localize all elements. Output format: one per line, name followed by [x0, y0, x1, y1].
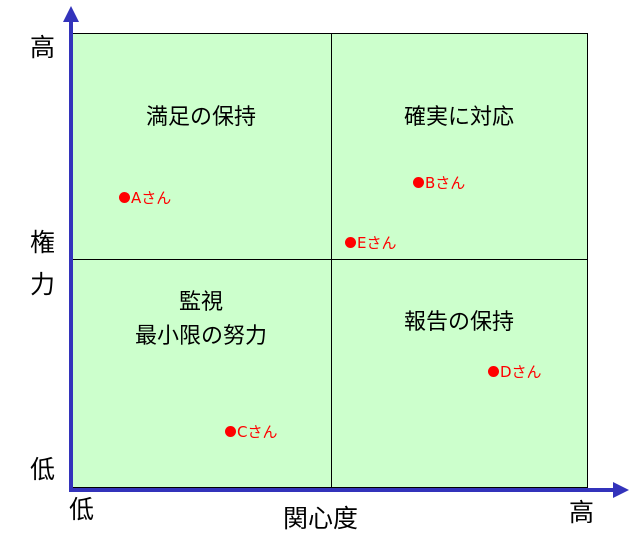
quadrant-grid: [72, 33, 588, 488]
stakeholder-label: Aさん: [131, 189, 172, 207]
dot-icon: [488, 366, 499, 377]
quadrant-label-top-right: 確実に対応: [403, 105, 514, 130]
dot-icon: [345, 237, 356, 248]
quadrant-label-bottom-left: 監視 最小限の努力: [134, 290, 267, 349]
stakeholder-marker-d: Dさん: [488, 361, 542, 382]
stakeholder-marker-a: Aさん: [119, 187, 171, 208]
x-axis-high-label: 高: [569, 498, 595, 527]
quadrant-label-top-left: 満足の保持: [145, 105, 256, 130]
dot-icon: [413, 177, 424, 188]
y-axis-low-label: 低: [30, 455, 56, 484]
y-axis-label-char-1: 権: [30, 228, 56, 257]
horizontal-divider: [73, 259, 587, 260]
dot-icon: [225, 426, 236, 437]
stakeholder-marker-e: Eさん: [345, 232, 396, 253]
quadrant-label-bottom-right: 報告の保持: [403, 310, 514, 335]
y-axis-arrowhead: [63, 6, 79, 22]
y-axis-high-label: 高: [30, 33, 56, 62]
stakeholder-marker-b: Bさん: [413, 172, 465, 193]
stakeholder-label: Bさん: [425, 174, 466, 192]
stakeholder-label: Cさん: [237, 423, 278, 441]
stakeholder-label: Dさん: [500, 363, 542, 381]
stakeholder-label: Eさん: [357, 234, 397, 252]
dot-icon: [119, 192, 130, 203]
x-axis-label: 関心度: [283, 504, 359, 533]
stakeholder-marker-c: Cさん: [225, 421, 277, 442]
x-axis-arrowhead: [613, 482, 629, 498]
vertical-divider: [331, 34, 332, 487]
x-axis-low-label: 低: [69, 495, 95, 524]
y-axis-label-char-2: 力: [30, 270, 56, 299]
